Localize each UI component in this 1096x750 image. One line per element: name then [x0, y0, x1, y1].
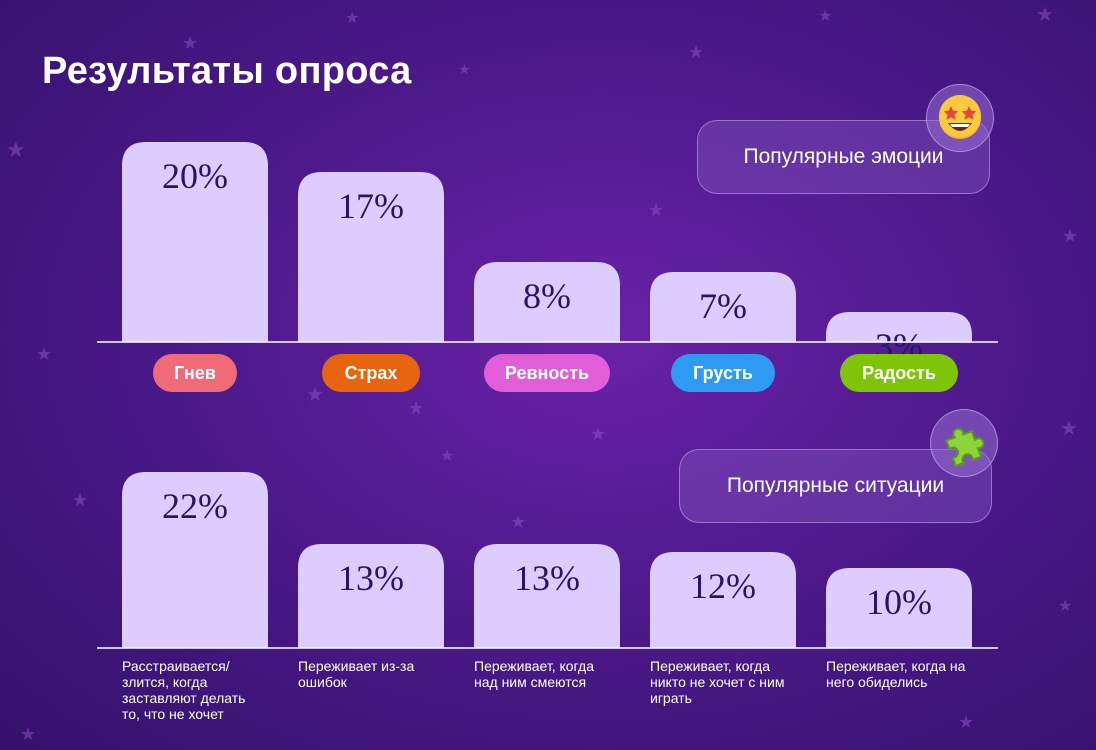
situations-bar-chart: 22% 13% 13% 12% 10% — [97, 472, 998, 649]
bar — [474, 544, 620, 648]
emotions-bar-chart: 20%17%8% 7%3% — [97, 142, 998, 366]
situation-label: Переживает, когда над ним смеются — [474, 658, 594, 690]
situation-label: Переживает, когда никто не хочет с ним и… — [650, 658, 785, 706]
category-pill: Страх — [322, 354, 420, 392]
bar-value-label: 13% — [514, 558, 580, 598]
situation-label: Переживает, когда на него обиделись — [826, 658, 966, 690]
bar — [298, 172, 444, 342]
category-pill: Ревность — [484, 354, 610, 392]
category-pill: Радость — [840, 354, 958, 392]
bar — [650, 272, 796, 342]
bar — [298, 544, 444, 648]
bar — [826, 312, 972, 342]
star-struck-emoji-icon — [926, 84, 994, 152]
page-title: Результаты опроса — [42, 50, 412, 92]
situation-label: Переживает из-за ошибок — [298, 658, 415, 690]
bar — [650, 552, 796, 648]
category-pill: Грусть — [671, 354, 775, 392]
bar — [826, 568, 972, 648]
bar-value-label: 10% — [866, 582, 932, 622]
bar-value-label: 22% — [162, 486, 228, 526]
puzzle-piece-icon — [930, 409, 998, 477]
bar — [122, 142, 268, 342]
bar-value-label: 7% — [699, 286, 747, 326]
bar-value-label: 12% — [690, 566, 756, 606]
bar-value-label: 8% — [523, 276, 571, 316]
bar — [474, 262, 620, 342]
bar — [122, 472, 268, 648]
category-pill: Гнев — [153, 354, 237, 392]
bar-value-label: 20% — [162, 156, 228, 196]
bar-value-label: 17% — [338, 186, 404, 226]
situation-label: Расстраивается/ злится, когда заставляют… — [122, 658, 246, 722]
bar-value-label: 13% — [338, 558, 404, 598]
